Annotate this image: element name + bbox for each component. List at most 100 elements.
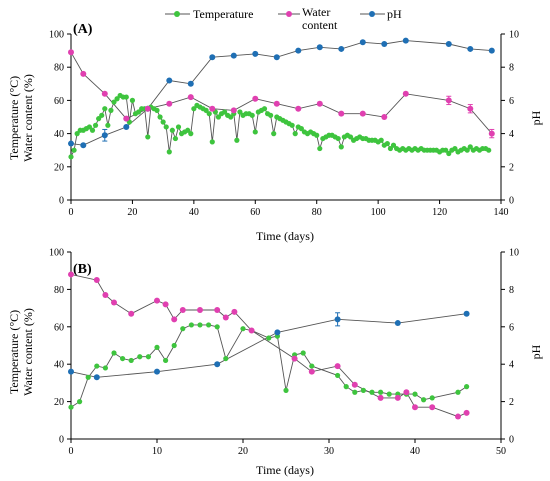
panel-a-ph-point	[187, 80, 194, 87]
panel-b-temperature-point	[214, 324, 220, 330]
panel-b-x-tick-label: 40	[410, 446, 420, 457]
panel-a-water-content-point	[80, 70, 87, 77]
panel-a-ph-point	[381, 40, 388, 47]
panel-b-water-content-point	[111, 299, 117, 306]
panel-a-ph-point	[101, 132, 108, 139]
panel-b-y-tick-label: 40	[54, 360, 64, 371]
panel-a-water-content-point	[381, 114, 388, 120]
panel-a-ph-point	[209, 54, 216, 61]
panel-a-water-content-point	[488, 130, 495, 137]
panel-a-temperature-point	[234, 137, 240, 143]
panel-a-temperature-point	[203, 107, 209, 113]
panel-a-ylabel-water: Water content (%)	[21, 74, 35, 162]
panel-a-y2-tick-label: 2	[509, 162, 514, 173]
panel-b-temperature-point	[111, 350, 117, 356]
panel-b-water-content-point	[377, 394, 384, 401]
panel-b-ph-point	[394, 320, 401, 327]
panel-b-temperature-point	[412, 391, 418, 397]
panel-a-temperature-point	[289, 122, 295, 128]
panel-b-ph-line	[70, 313, 467, 378]
panel-a-x-tick-label: 80	[312, 207, 322, 218]
panel-b-temperature-point	[68, 404, 74, 410]
panel-a-temperature-point	[446, 150, 452, 157]
panel-a-ph-point	[402, 37, 409, 44]
panel-b-temperature-point	[206, 322, 212, 328]
panel-a-water-content-point	[359, 110, 366, 117]
panel-b-water-content-point	[93, 277, 100, 284]
panel-b-temperature-point	[335, 372, 341, 379]
panel-a-temperature-point	[163, 124, 169, 130]
panel-b-x-tick-label: 20	[238, 446, 248, 457]
panel-b-temperature-point	[120, 355, 126, 362]
panel-a-water-content-point	[68, 49, 74, 56]
panel-b-temperature-point	[266, 335, 272, 341]
panel-b-y2-tick-label: 0	[509, 435, 514, 446]
panel-a-label: (A)	[73, 22, 93, 37]
panel-b-temperature-point	[180, 326, 186, 332]
panel-a-x-tick-label: 60	[250, 207, 260, 218]
panel-a-temperature-point	[384, 140, 390, 147]
legend-water-label-line1: Water	[302, 5, 330, 19]
panel-a-water-content-point	[467, 105, 474, 112]
panel-b-water-content-point	[403, 389, 410, 396]
panel-a-y-tick-label: 40	[54, 129, 64, 140]
panel-a-temperature-point	[347, 134, 354, 140]
panel-a-temperature-point	[206, 111, 212, 117]
panel-a-temperature-point	[74, 131, 80, 137]
panel-b-temperature-point	[163, 357, 169, 364]
panel-b-water-content-point	[68, 271, 74, 278]
panel-b-water-content-point	[463, 409, 470, 416]
legend-marker	[286, 11, 292, 17]
panel-b-water-content-point	[334, 363, 341, 370]
panel-b-y2label: pH	[529, 344, 543, 359]
panel-b-ph-point	[334, 316, 341, 323]
panel-a-temperature-point	[188, 131, 194, 137]
panel-a-temperature-point	[443, 147, 449, 153]
panel-b-water-content-point	[351, 381, 358, 388]
panel-a-water-content-point	[101, 90, 108, 97]
panel-a-temperature-point	[108, 107, 114, 113]
panel-b-ph-point	[93, 374, 100, 381]
panel-a-temperature-point	[237, 109, 243, 115]
panel-b-y2-tick-label: 10	[509, 248, 519, 259]
legend-water-content: Water content	[278, 5, 338, 32]
panel-b-temperature-point	[378, 389, 384, 395]
panel-a-y-tick-label: 100	[49, 30, 64, 41]
panel-a-temperature-point	[172, 135, 179, 142]
panel-b-temperature-point	[154, 344, 160, 350]
panel-a-temperature-point	[292, 131, 298, 137]
panel-a-temperature-point	[452, 145, 458, 152]
panel-b-ph-point	[154, 368, 160, 375]
panel-a-y2-tick-label: 4	[509, 129, 514, 140]
panel-b-temperature-point	[197, 322, 203, 328]
panel-b-water-content-point	[231, 308, 238, 315]
panel-a-ph-point	[338, 45, 345, 52]
panel-a-temperature-point	[486, 147, 492, 153]
panel-b-water-content-point	[128, 310, 135, 317]
panel-a-temperature-point	[71, 147, 77, 153]
panel-b-water-content-point	[308, 368, 315, 375]
panel-a-y-tick-label: 60	[54, 96, 64, 107]
panel-b-x-tick-label: 0	[69, 446, 74, 457]
panel-a-temperature-point	[252, 129, 258, 135]
panel-a-temperature-point	[96, 116, 102, 122]
panel-b: (B) Temperature (°C) Water content (%) p…	[7, 248, 543, 478]
panel-a-ph-point	[230, 52, 237, 59]
panel-b-water-content-point	[248, 327, 255, 334]
panel-a-ph-point	[273, 54, 280, 61]
legend: Temperature Water content pH	[165, 5, 402, 32]
panel-b-ph-point	[68, 368, 74, 375]
legend-water-label-line2: content	[302, 18, 338, 32]
panel-a-water-content-point	[123, 115, 130, 122]
panel-a-temperature-point	[261, 106, 268, 112]
panel-b-temperature-point	[352, 389, 358, 395]
panel-b-x-tick-label: 30	[324, 446, 334, 457]
legend-temperature-label: Temperature	[193, 7, 253, 21]
panel-a-temperature-point	[185, 127, 191, 133]
panel-a-y-tick-label: 80	[54, 63, 64, 74]
panel-b-temperature-point	[102, 365, 108, 371]
panel-a-temperature-point	[166, 149, 172, 155]
panel-a-x-tick-label: 140	[494, 207, 509, 218]
panel-a-ph-point	[123, 123, 130, 130]
